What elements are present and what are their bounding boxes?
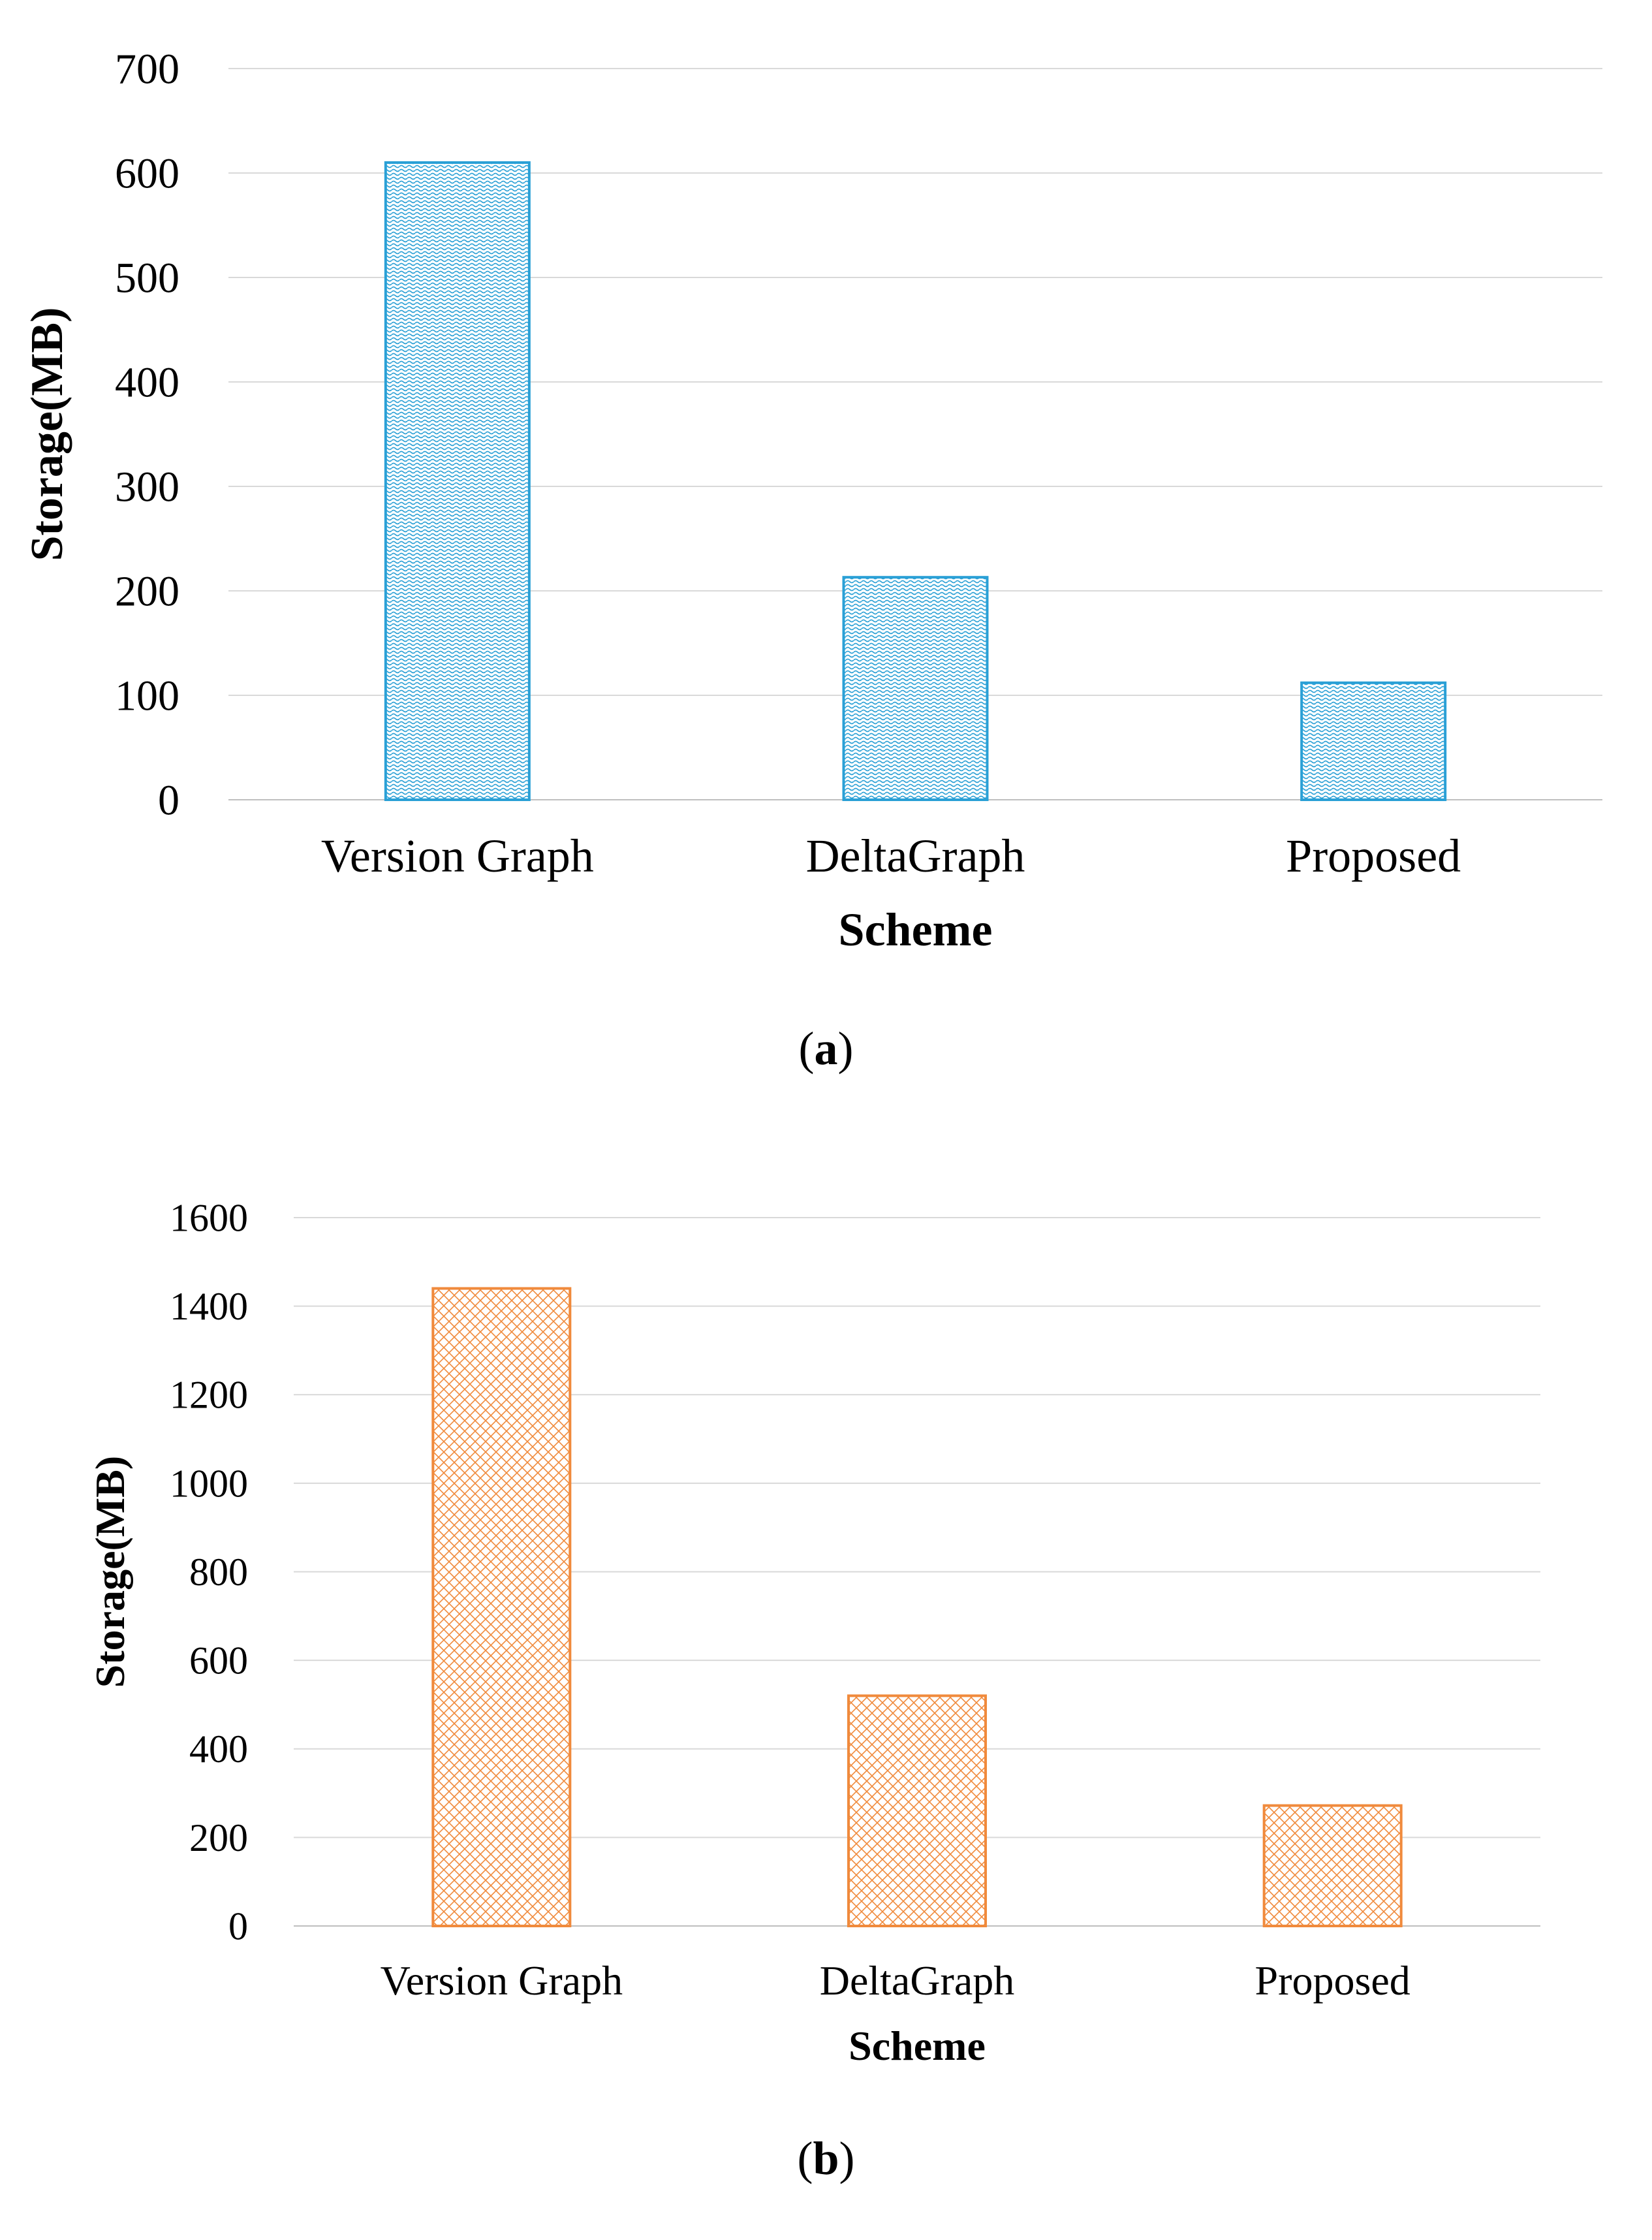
y-tick-label: 700 [115, 45, 179, 93]
chart-b: 0 200 400 600 800 1000 1200 1400 1600 Version Gra… [87, 1196, 1540, 2069]
x-category-label: Proposed [1255, 1957, 1410, 2004]
y-tick-label: 600 [115, 150, 179, 197]
caption-b: (b) [797, 2132, 855, 2185]
bar-deltagraph [847, 1694, 987, 1927]
y-tick-label: 500 [115, 254, 179, 302]
bar-version-graph [384, 161, 531, 801]
x-category-label: Proposed [1286, 830, 1461, 882]
y-tick-label: 400 [115, 358, 179, 406]
y-tick-label: 100 [115, 672, 179, 719]
y-tick-label: 300 [115, 463, 179, 511]
bar-version-graph [431, 1287, 572, 1927]
bar-deltagraph [842, 576, 989, 801]
chart-a: 0 100 200 300 400 500 600 700 Version Graph Delta… [22, 45, 1602, 956]
y-tick-label: 200 [115, 567, 179, 615]
bar-proposed [1262, 1804, 1403, 1928]
x-category-label: DeltaGraph [806, 830, 1025, 882]
figure-b: 0 200 400 600 800 1000 1200 1400 1600 Version Gra… [0, 1123, 1652, 2240]
bar-proposed [1300, 681, 1447, 802]
y-axis-title: Storage(MB) [22, 308, 72, 561]
y-tick-label: 1600 [170, 1196, 248, 1239]
y-tick-label: 1000 [170, 1462, 248, 1505]
y-tick-label: 800 [189, 1551, 248, 1594]
y-axis-title: Storage(MB) [87, 1456, 133, 1688]
x-category-label: Version Graph [321, 830, 594, 882]
x-category-label: Version Graph [381, 1957, 623, 2004]
x-axis-title: Scheme [849, 2023, 986, 2069]
x-category-label: DeltaGraph [820, 1957, 1015, 2004]
x-axis-title: Scheme [839, 904, 993, 956]
y-tick-label: 600 [189, 1639, 248, 1682]
y-tick-label: 0 [228, 1904, 248, 1948]
y-tick-label: 400 [189, 1727, 248, 1771]
y-tick-label: 1400 [170, 1285, 248, 1328]
y-tick-label: 1200 [170, 1374, 248, 1417]
y-tick-label: 0 [158, 776, 179, 824]
y-tick-label: 200 [189, 1816, 248, 1859]
figure-a: 0 100 200 300 400 500 600 700 Version Graph Delta… [22, 45, 1602, 1075]
caption-a: (a) [798, 1022, 854, 1075]
